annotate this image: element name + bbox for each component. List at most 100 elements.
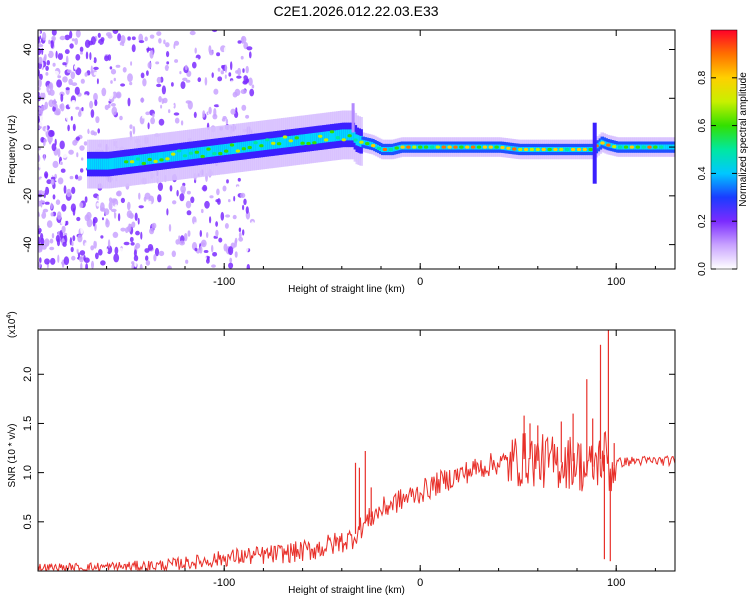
noise-blob <box>41 185 46 192</box>
noise-blob <box>95 252 99 260</box>
noise-blob <box>172 200 177 205</box>
noise-blob <box>130 61 133 66</box>
noise-blob <box>194 47 197 54</box>
tone-peak <box>200 154 205 159</box>
tone-peak <box>635 145 640 149</box>
noise-blob <box>148 200 152 205</box>
tone-peak <box>312 141 317 145</box>
tone-core <box>192 147 197 159</box>
noise-blob <box>38 47 42 56</box>
noise-blob <box>46 179 52 185</box>
noise-blob <box>99 112 102 121</box>
tone-core <box>153 152 158 164</box>
noise-blob <box>79 202 84 209</box>
noise-blob <box>93 232 98 242</box>
tone-peak <box>129 160 135 164</box>
tone-peak <box>570 147 576 152</box>
noise-blob <box>127 73 133 82</box>
noise-blob <box>64 34 71 41</box>
noise-blob <box>96 202 101 207</box>
noise-blob <box>91 260 94 269</box>
noise-blob <box>80 168 84 173</box>
noise-blob <box>119 45 123 51</box>
noise-blob <box>64 49 70 55</box>
noise-blob <box>57 132 60 137</box>
noise-blob <box>56 40 59 50</box>
noise-blob <box>156 216 160 223</box>
noise-blob <box>104 36 109 46</box>
noise-blob <box>158 96 162 103</box>
noise-blob <box>221 65 225 69</box>
noise-blob <box>167 266 171 269</box>
tone-core <box>237 142 242 154</box>
noise-blob <box>230 61 233 71</box>
tone-peak <box>606 143 611 147</box>
tone-core <box>275 137 279 149</box>
tone-core <box>283 136 287 148</box>
noise-blob <box>84 114 90 119</box>
noise-blob <box>71 38 75 42</box>
noise-blob <box>120 227 126 232</box>
noise-blob <box>75 54 81 61</box>
noise-blob <box>53 70 59 76</box>
noise-blob <box>237 67 242 76</box>
noise-blob <box>158 38 162 44</box>
noise-blob <box>49 238 54 244</box>
tone-core <box>316 132 320 144</box>
tone-peak <box>506 146 511 150</box>
noise-blob <box>116 92 121 98</box>
tone-core <box>294 135 299 147</box>
tone-core <box>357 135 361 147</box>
tone-peak <box>418 145 423 149</box>
noise-blob <box>147 244 154 251</box>
noise-blob <box>244 244 249 253</box>
tone-core <box>138 154 142 166</box>
noise-blob <box>102 47 105 52</box>
noise-blob <box>57 254 60 263</box>
noise-blob <box>193 181 197 187</box>
noise-blob <box>234 251 238 258</box>
noise-blob <box>97 32 101 38</box>
tone-core <box>134 155 138 167</box>
tone-peak <box>182 154 188 158</box>
tone-core <box>216 145 220 156</box>
tone-core <box>169 150 173 162</box>
tone-peak <box>547 147 552 152</box>
tone-core <box>204 146 209 158</box>
noise-blob <box>225 118 229 125</box>
noise-blob <box>131 36 136 41</box>
noise-blob <box>171 250 176 258</box>
tone-peak <box>276 142 282 146</box>
tone-core <box>306 133 310 145</box>
tone-core <box>324 131 328 143</box>
noise-blob <box>63 185 67 194</box>
noise-blob <box>113 77 117 82</box>
noise-blob <box>138 40 145 44</box>
tone-core <box>90 158 95 170</box>
tone-core <box>92 158 97 170</box>
noise-blob <box>213 183 219 190</box>
noise-blob <box>228 246 234 256</box>
noise-blob <box>72 197 75 202</box>
noise-blob <box>49 89 55 96</box>
noise-blob <box>106 245 113 255</box>
noise-blob <box>55 50 58 59</box>
tone-core <box>516 146 520 152</box>
noise-blob <box>60 168 66 173</box>
noise-blob <box>168 109 171 114</box>
noise-blob <box>182 33 186 38</box>
noise-blob <box>173 102 176 109</box>
noise-blob <box>184 64 188 71</box>
noise-blob <box>138 50 141 55</box>
colorbar-tick-label: 0.6 <box>697 118 708 132</box>
noise-blob <box>43 220 47 228</box>
noise-blob <box>57 75 62 79</box>
noise-blob <box>80 78 85 84</box>
tone-core <box>281 136 285 148</box>
noise-blob <box>100 37 105 42</box>
tone-peak <box>518 147 523 152</box>
tone-peak <box>241 147 246 151</box>
noise-blob <box>166 51 170 58</box>
noise-blob <box>194 221 197 230</box>
noise-blob <box>236 185 240 193</box>
